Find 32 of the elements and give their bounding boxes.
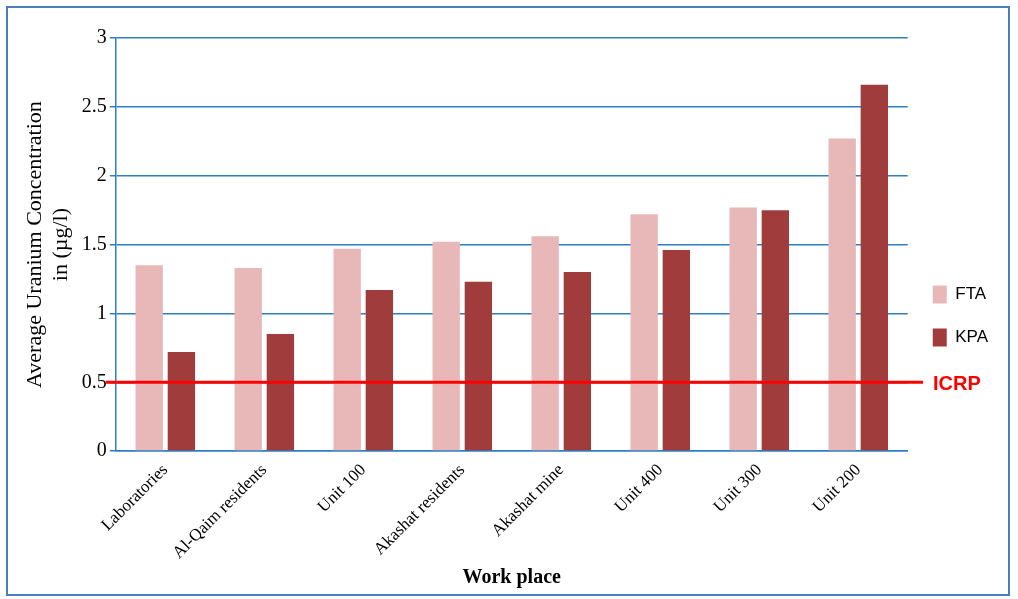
y-tick-label: 0 [96,438,107,461]
bar [432,241,460,451]
bar [662,250,691,451]
bar [333,248,361,451]
bar [729,207,757,451]
y-tick-label: 2.5 [81,94,107,117]
y-tick-label: 0.5 [81,369,107,392]
x-tick-label: Unit 100 [313,459,370,516]
legend-label: KPA [955,327,989,347]
y-tick-label: 3 [96,25,107,48]
y-axis-title: Average Uranium Concentration in (µg/l) [20,101,73,388]
x-axis-title: Work place [462,565,562,589]
bar [464,281,493,451]
x-tick-label: Unit 300 [709,459,766,516]
bar [365,290,394,451]
y-tick-label: 1 [96,300,107,323]
bar [266,334,295,451]
bar [563,272,592,451]
bar [630,214,658,451]
bar [167,351,196,451]
bar [828,138,856,451]
y-tick-label: 2 [96,162,107,185]
y-tick-label: 1.5 [81,231,107,254]
bar [531,236,559,451]
bar [234,267,262,451]
bar [860,84,889,451]
x-tick-label: Unit 400 [610,459,667,516]
bar [135,265,163,451]
bar [761,210,790,451]
x-tick-label: Unit 200 [808,459,865,516]
ref-line-label: ICRP [933,371,981,394]
legend-label: FTA [955,284,987,304]
